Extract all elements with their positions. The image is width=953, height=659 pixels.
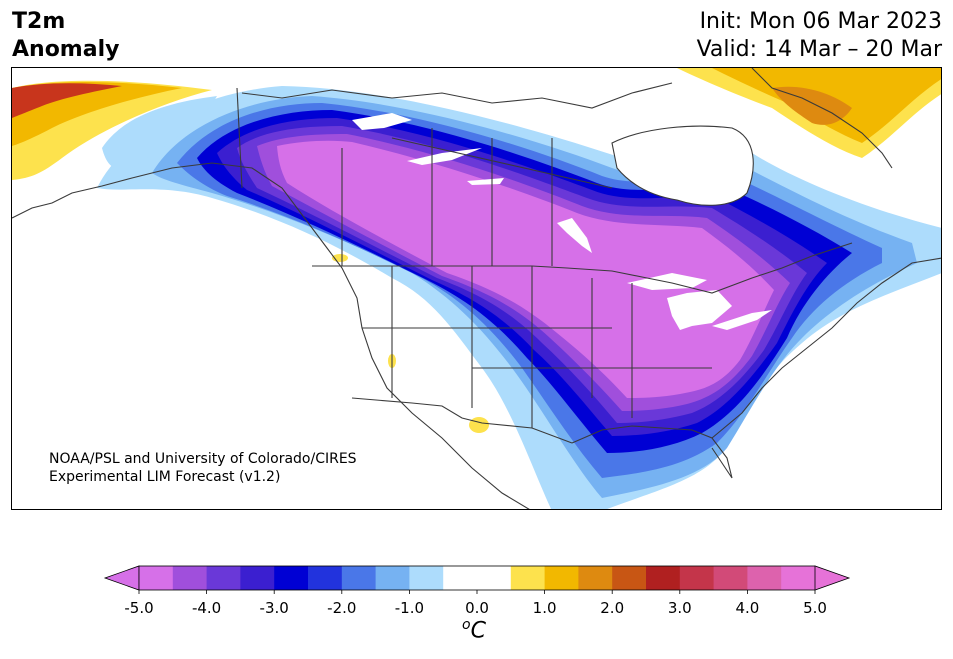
colorbar-cell — [510, 566, 546, 590]
lake-athabasca — [467, 178, 504, 185]
borders — [12, 68, 941, 509]
map-svg — [12, 68, 941, 509]
colorbar-tick-label: -4.0 — [192, 599, 221, 617]
colorbar-cell — [477, 566, 512, 590]
hudson-bay — [612, 126, 754, 206]
colorbar-cell — [443, 566, 478, 590]
init-date: Init: Mon 06 Mar 2023 — [699, 9, 942, 34]
colorbar-under-extension — [103, 565, 140, 591]
colorbar-cell — [612, 566, 647, 590]
colorbar-cell — [747, 566, 782, 590]
anomaly-map: NOAA/PSL and University of Colorado/CIRE… — [11, 67, 942, 510]
colorbar-ticks: -5.0 -4.0 -3.0 -2.0 -1.0 0.0 1.0 2.0 3.0 4.0 5.0 — [124, 590, 827, 617]
colorbar-unit: oC — [462, 617, 486, 643]
colorbar-over-extension — [814, 565, 851, 591]
gulf-coast — [571, 425, 733, 479]
colorbar-cell — [544, 566, 579, 590]
credit-line1: NOAA/PSL and University of Colorado/CIRE… — [49, 451, 357, 467]
colorbar-tick-label: 4.0 — [735, 599, 759, 617]
valid-dates: Valid: 14 Mar – 20 Mar — [696, 37, 942, 62]
colorbar-cell — [139, 566, 174, 590]
credit-text: NOAA/PSL and University of Colorado/CIRE… — [49, 450, 357, 486]
great-bear-lake — [352, 113, 412, 130]
colorbar-tick-label: 5.0 — [803, 599, 827, 617]
title-variable: T2m — [12, 9, 66, 34]
colorbar-tick-label: 2.0 — [600, 599, 624, 617]
greenland-coast — [751, 68, 893, 169]
colorbar-cell — [409, 566, 444, 590]
colorbar-cell — [375, 566, 410, 590]
colorbar-cells — [103, 565, 851, 591]
lake-winnipeg — [557, 218, 592, 253]
colorbar-tick-label: 0.0 — [465, 599, 489, 617]
plot-title: T2m Anomaly — [12, 8, 119, 64]
band-alaska-warm-red — [12, 83, 122, 118]
colorbar-cell — [206, 566, 241, 590]
us-canada-border — [312, 242, 853, 294]
band-greenland-dark — [772, 86, 852, 125]
unit-celsius: C — [470, 618, 486, 644]
colorbar-cell — [646, 566, 681, 590]
canada-nunavut — [391, 137, 613, 189]
colorbar-tick-label: -5.0 — [124, 599, 153, 617]
colorbar-tick-label: -1.0 — [395, 599, 424, 617]
unit-degree: o — [462, 617, 471, 633]
colorbar-cell — [172, 566, 208, 590]
great-slave-lake — [407, 148, 482, 165]
colorbar-cell — [578, 566, 613, 590]
alaska-coast — [12, 162, 313, 229]
lake-erie-ontario — [712, 310, 772, 330]
colorbar-tick-label: 3.0 — [668, 599, 692, 617]
colorbar-tick-label: -2.0 — [327, 599, 356, 617]
anomaly-shading — [12, 68, 941, 509]
colorbar-tick-label: -3.0 — [260, 599, 289, 617]
credit-line2: Experimental LIM Forecast (v1.2) — [49, 469, 281, 485]
lake-michigan-huron — [667, 290, 732, 330]
east-coast — [711, 257, 941, 439]
arctic-coast — [241, 82, 673, 109]
band-deep-cold — [277, 140, 774, 399]
colorbar-tick-label: 1.0 — [533, 599, 557, 617]
colorbar-cell — [713, 566, 748, 590]
colorbar-cell — [781, 566, 816, 590]
alaska-border — [236, 87, 243, 189]
forecast-dates: Init: Mon 06 Mar 2023 Valid: 14 Mar – 20… — [697, 8, 942, 64]
west-coast — [311, 227, 530, 509]
colorbar-cell — [274, 566, 309, 590]
colorbar-cell — [240, 566, 275, 590]
title-quantity: Anomaly — [12, 37, 120, 62]
colorbar-cell — [679, 566, 715, 590]
colorbar-cell — [308, 566, 343, 590]
colorbar-cell — [341, 566, 377, 590]
band-alaska-pale-blue — [102, 96, 217, 170]
hudson-bay-coast — [611, 125, 754, 206]
